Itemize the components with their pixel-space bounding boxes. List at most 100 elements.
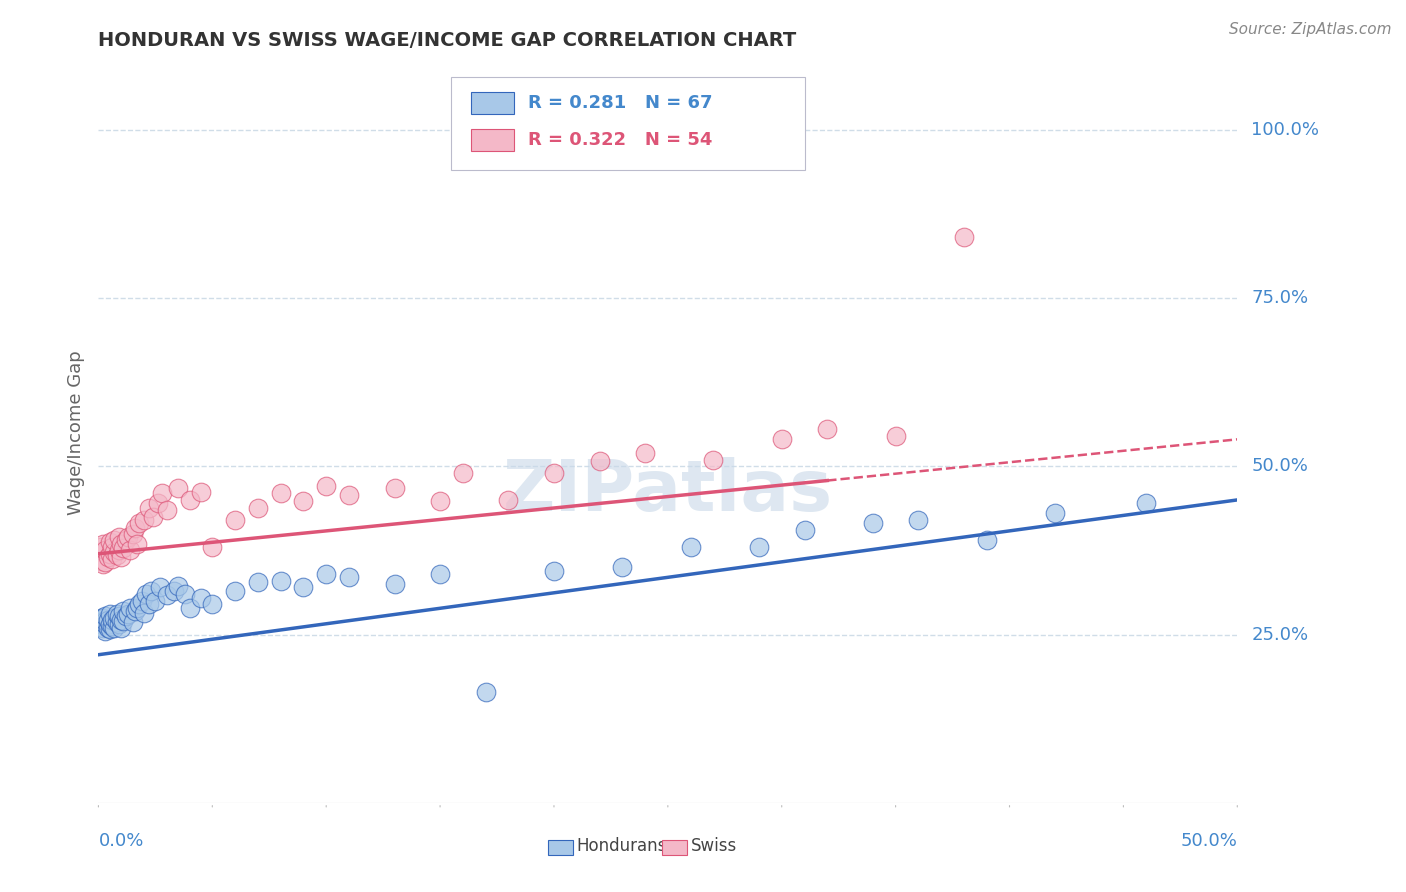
Point (110, 536, 132, 550)
Point (124, 521, 146, 535)
Point (201, 540, 224, 554)
Point (702, 452, 724, 467)
Point (121, 615, 143, 630)
Text: Swiss: Swiss (690, 837, 737, 855)
Point (139, 583, 162, 598)
Point (150, 486, 173, 500)
Point (94, 608, 117, 623)
Point (105, 548, 128, 562)
Point (543, 564, 565, 578)
Point (884, 429, 907, 443)
Point (94, 543, 117, 558)
Point (770, 433, 793, 447)
Point (292, 494, 315, 508)
Point (94, 614, 117, 628)
Bar (548, 840, 574, 855)
Point (146, 496, 169, 510)
Point (167, 481, 190, 495)
Point (634, 446, 657, 460)
Point (108, 530, 131, 544)
Point (108, 543, 131, 558)
Point (114, 608, 136, 623)
Point (246, 575, 269, 590)
Point (108, 617, 131, 632)
Text: Hondurans: Hondurans (576, 837, 666, 855)
Point (110, 550, 132, 565)
Bar (471, 129, 515, 152)
Point (105, 607, 128, 622)
Bar (662, 840, 688, 855)
Point (748, 540, 770, 554)
Point (98, 607, 121, 622)
Text: Source: ZipAtlas.com: Source: ZipAtlas.com (1229, 22, 1392, 37)
Point (94, 624, 117, 639)
Point (138, 501, 160, 516)
Point (1135, 496, 1157, 510)
Bar (471, 92, 515, 114)
Point (117, 530, 139, 544)
Point (112, 604, 135, 618)
Point (90, 617, 112, 632)
Point (815, 422, 838, 436)
Point (132, 513, 155, 527)
Text: 25.0%: 25.0% (1251, 625, 1309, 643)
Point (246, 501, 269, 516)
Point (588, 454, 610, 468)
Point (156, 503, 179, 517)
Point (101, 619, 124, 633)
Point (498, 492, 520, 507)
Point (127, 600, 149, 615)
Point (103, 533, 125, 548)
Point (167, 579, 190, 593)
Point (112, 541, 135, 556)
Point (201, 597, 224, 611)
Point (121, 526, 143, 541)
Point (124, 604, 146, 618)
Point (103, 621, 125, 635)
Point (1043, 507, 1066, 521)
Y-axis label: Wage/Income Gap: Wage/Income Gap (66, 351, 84, 515)
Point (474, 685, 496, 699)
Text: ZIPatlas: ZIPatlas (503, 458, 832, 526)
Point (149, 581, 172, 595)
Point (543, 466, 565, 480)
Point (190, 484, 212, 499)
Point (103, 610, 125, 624)
Point (98, 534, 121, 549)
Point (179, 600, 201, 615)
Point (270, 574, 292, 588)
Point (429, 494, 451, 508)
Point (224, 583, 246, 598)
Point (131, 594, 153, 608)
Point (132, 606, 155, 620)
Point (117, 607, 139, 622)
Text: 50.0%: 50.0% (1181, 832, 1237, 850)
Point (96, 621, 118, 635)
Point (91, 621, 114, 635)
Point (110, 621, 132, 635)
Point (138, 597, 160, 611)
Point (90, 553, 112, 567)
Point (105, 615, 128, 630)
Text: R = 0.281   N = 67: R = 0.281 N = 67 (527, 95, 713, 112)
Point (145, 594, 167, 608)
Point (156, 589, 179, 603)
Point (679, 540, 702, 554)
Point (142, 509, 165, 524)
Text: R = 0.322   N = 54: R = 0.322 N = 54 (527, 131, 713, 149)
Point (103, 545, 125, 559)
Text: 100.0%: 100.0% (1251, 120, 1319, 139)
Point (96, 550, 118, 565)
Point (120, 543, 142, 558)
Point (91, 610, 114, 624)
Point (429, 566, 451, 581)
Point (91, 557, 114, 571)
Point (98, 622, 121, 636)
Point (91, 614, 114, 628)
Point (174, 587, 197, 601)
Point (953, 230, 976, 244)
Point (98, 616, 121, 631)
Point (337, 570, 360, 584)
Point (108, 608, 131, 623)
Point (90, 614, 112, 628)
